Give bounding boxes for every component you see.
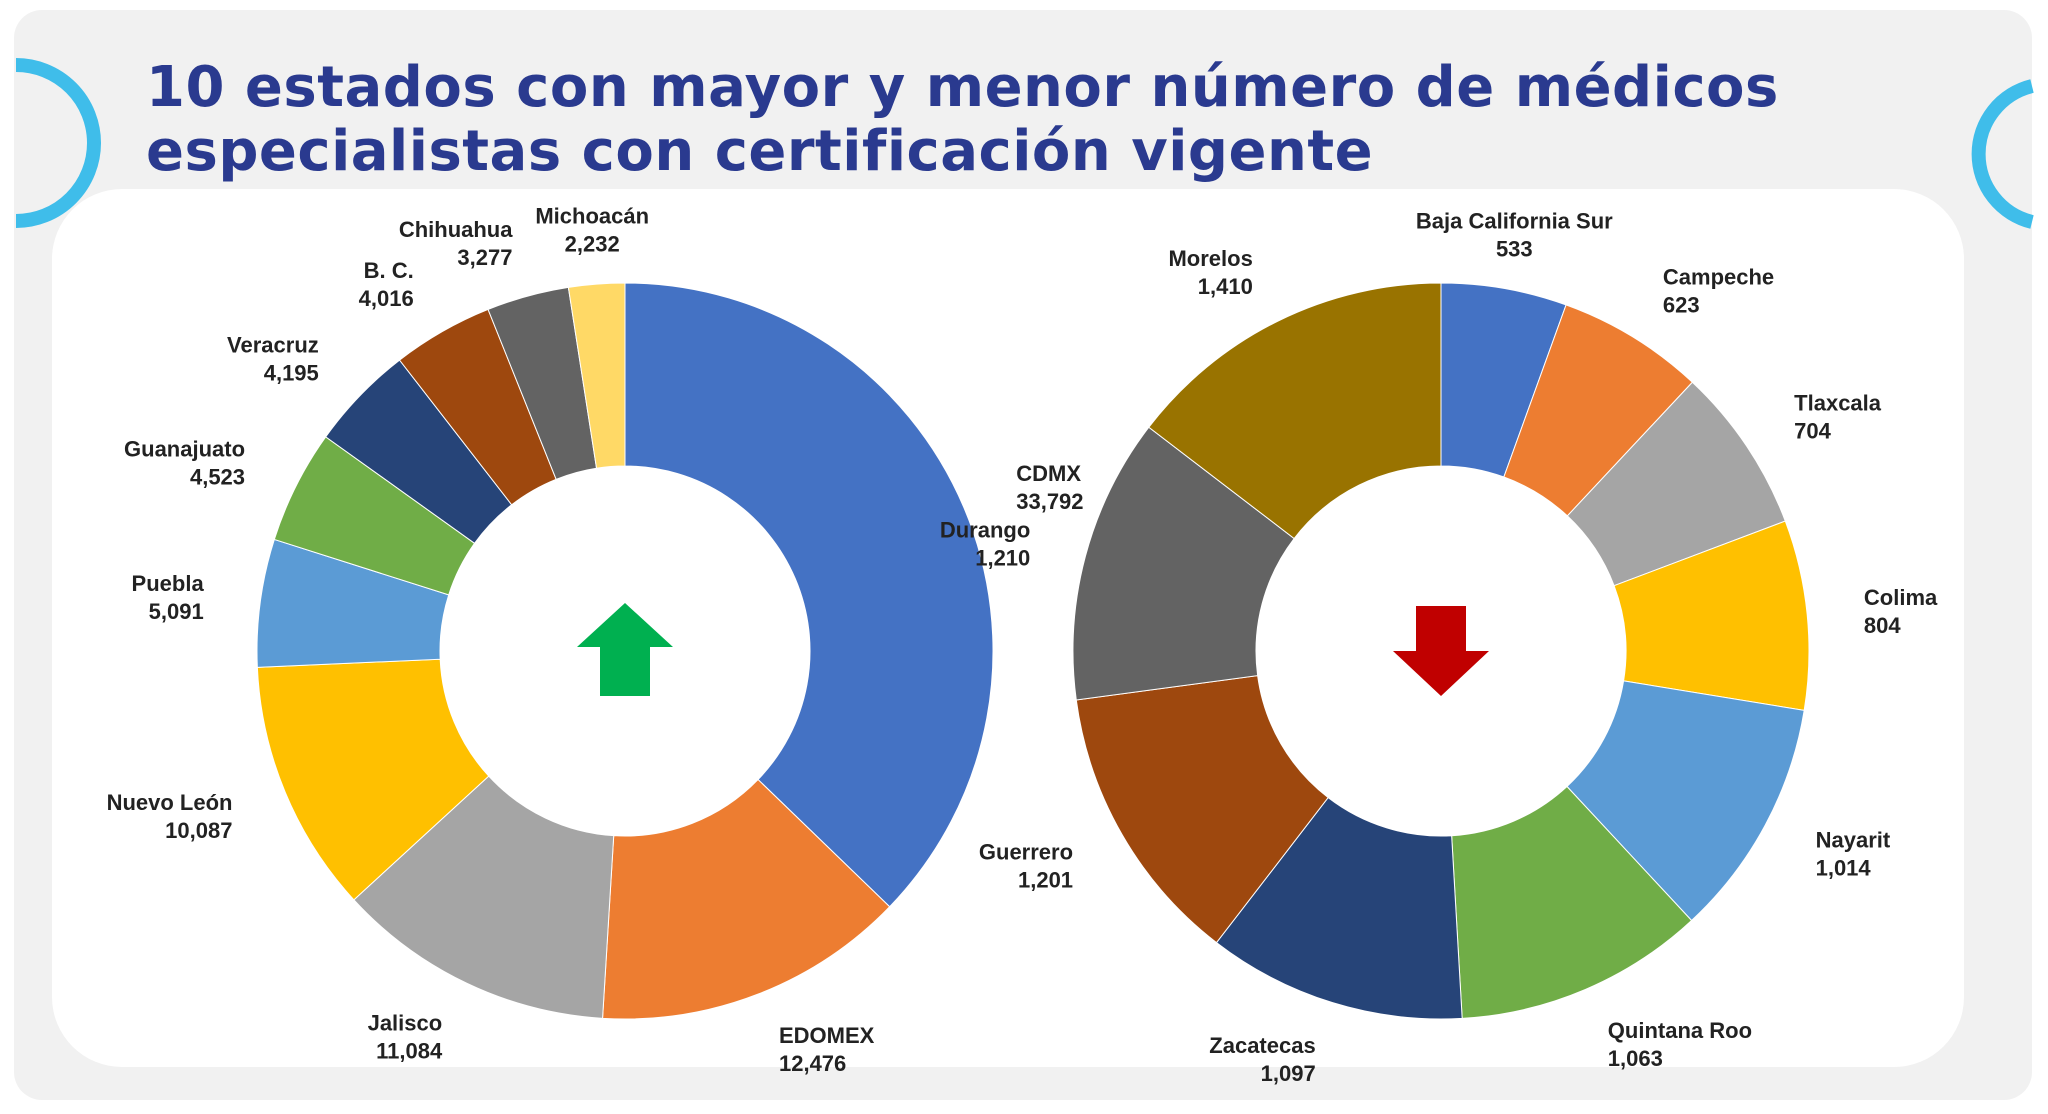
- right-label-morelos: Morelos: [1168, 246, 1252, 271]
- left-slice-nuevo-leon: [256, 658, 490, 901]
- right-value-colima: 804: [1864, 613, 1901, 638]
- title-line-1: 10 estados con mayor y menor número de m…: [146, 55, 1779, 120]
- left-slice-edomex: [602, 778, 891, 1020]
- left-label-b-c: B. C.: [364, 258, 414, 283]
- right-value-durango: 1,210: [975, 546, 1030, 571]
- decorative-arc-left: [15, 58, 101, 228]
- left-value-cdmx: 33,792: [1016, 489, 1083, 514]
- down-arrow-icon: [1393, 606, 1489, 696]
- left-label-michoacan: Michoacán: [535, 203, 649, 228]
- left-donut-chart: CDMX 33,792 EDOMEX 12,476 Jalisco 11,084 Nuevo…: [107, 203, 1084, 1076]
- right-label-zacatecas: Zacatecas: [1209, 1033, 1315, 1058]
- right-label-campeche: Campeche: [1663, 265, 1774, 290]
- left-label-edomex: EDOMEX: [779, 1023, 875, 1048]
- right-label-colima: Colima: [1864, 585, 1938, 610]
- right-label-quintana-roo: Quintana Roo: [1608, 1018, 1752, 1043]
- left-value-chihuahua: 3,277: [457, 245, 512, 270]
- right-value-nayarit: 1,014: [1816, 856, 1872, 881]
- left-label-chihuahua: Chihuahua: [399, 217, 513, 242]
- right-value-guerrero: 1,201: [1018, 868, 1073, 893]
- left-value-guanajuato: 4,523: [190, 465, 245, 490]
- right-label-nayarit: Nayarit: [1816, 828, 1891, 853]
- left-value-edomex: 12,476: [779, 1051, 846, 1076]
- decorative-arc-right: [1971, 79, 2034, 229]
- left-label-nuevo-leon: Nuevo León: [107, 790, 233, 815]
- page-title: 10 estados con mayor y menor número de m…: [146, 56, 1779, 184]
- left-label-guanajuato: Guanajuato: [124, 437, 245, 462]
- right-label-guerrero: Guerrero: [979, 840, 1073, 865]
- right-value-baja-california-sur: 533: [1496, 236, 1533, 261]
- left-label-puebla: Puebla: [132, 571, 205, 596]
- right-slice-zacatecas: [1215, 796, 1463, 1020]
- left-slice-michoacan: [567, 282, 626, 469]
- up-arrow-icon: [577, 603, 673, 696]
- left-value-b-c: 4,016: [359, 286, 414, 311]
- right-slice-durango: [1072, 426, 1295, 701]
- right-value-quintana-roo: 1,063: [1608, 1046, 1663, 1071]
- left-value-jalisco: 11,084: [376, 1039, 443, 1064]
- right-label-baja-california-sur: Baja California Sur: [1416, 208, 1613, 233]
- left-value-michoacan: 2,232: [565, 231, 620, 256]
- right-value-tlaxcala: 704: [1794, 419, 1831, 444]
- left-label-veracruz: Veracruz: [227, 332, 319, 357]
- right-slice-morelos: [1148, 282, 1442, 540]
- right-value-morelos: 1,410: [1198, 274, 1253, 299]
- right-donut-chart: Baja California Sur 533 Campeche 623 Tlaxcal…: [940, 208, 1938, 1086]
- right-label-durango: Durango: [940, 518, 1030, 543]
- left-slice-cdmx: [624, 282, 994, 908]
- left-value-nuevo-leon: 10,087: [165, 818, 232, 843]
- right-slice-guerrero: [1075, 675, 1329, 944]
- left-slice-jalisco: [353, 775, 615, 1019]
- right-value-campeche: 623: [1663, 293, 1700, 318]
- left-value-veracruz: 4,195: [264, 360, 319, 385]
- title-line-2: especialistas con certificación vigente: [146, 119, 1374, 184]
- left-label-cdmx: CDMX: [1016, 461, 1081, 486]
- right-slice-nayarit: [1566, 680, 1805, 922]
- right-value-zacatecas: 1,097: [1261, 1061, 1316, 1086]
- left-value-puebla: 5,091: [149, 599, 204, 624]
- left-label-jalisco: Jalisco: [368, 1011, 443, 1036]
- right-label-tlaxcala: Tlaxcala: [1794, 391, 1882, 416]
